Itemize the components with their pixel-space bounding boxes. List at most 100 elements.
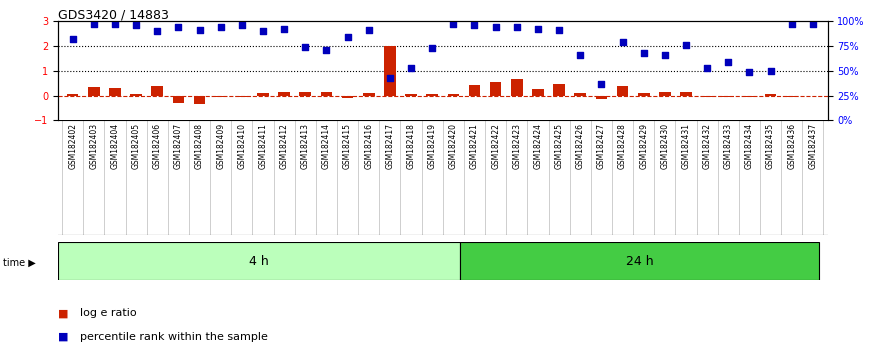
Text: ■: ■: [58, 332, 69, 342]
Point: [171, 24, 185, 30]
Bar: [765, 95, 776, 96]
Text: GSM182431: GSM182431: [682, 123, 691, 169]
Point: [467, 22, 481, 28]
Text: GSM182421: GSM182421: [470, 123, 479, 169]
Text: GSM182435: GSM182435: [766, 123, 775, 169]
Text: GSM182412: GSM182412: [279, 123, 288, 169]
Bar: [554, 84, 565, 96]
Bar: [405, 95, 417, 96]
Bar: [58, 242, 460, 280]
Point: [510, 24, 524, 30]
Bar: [194, 96, 206, 104]
Point: [764, 68, 778, 74]
Bar: [469, 85, 481, 96]
Bar: [320, 92, 332, 96]
Point: [425, 46, 440, 51]
Text: GSM182414: GSM182414: [322, 123, 331, 169]
Bar: [384, 46, 396, 96]
Text: GSM182437: GSM182437: [808, 123, 817, 169]
Point: [256, 28, 271, 34]
Bar: [786, 96, 797, 97]
Bar: [595, 96, 607, 99]
Point: [150, 28, 165, 34]
Point: [573, 52, 587, 57]
Point: [785, 21, 799, 27]
Point: [108, 21, 122, 27]
Text: GSM182422: GSM182422: [491, 123, 500, 169]
Text: GSM182419: GSM182419: [428, 123, 437, 169]
Point: [615, 40, 629, 45]
Bar: [67, 95, 78, 96]
Text: GSM182407: GSM182407: [174, 123, 183, 169]
Text: 4 h: 4 h: [249, 255, 269, 268]
Bar: [279, 92, 290, 96]
Point: [129, 22, 143, 28]
Bar: [680, 92, 692, 96]
Bar: [300, 92, 311, 96]
Text: GSM182415: GSM182415: [344, 123, 352, 169]
Text: GSM182433: GSM182433: [724, 123, 732, 169]
Point: [341, 34, 355, 40]
Bar: [723, 96, 734, 97]
Bar: [88, 87, 100, 96]
Bar: [342, 96, 353, 98]
Point: [404, 65, 418, 71]
Point: [721, 59, 735, 65]
Point: [742, 69, 756, 75]
Bar: [151, 86, 163, 96]
Point: [552, 27, 566, 33]
Text: GSM182434: GSM182434: [745, 123, 754, 169]
Bar: [574, 93, 586, 96]
Bar: [490, 82, 501, 96]
Point: [235, 22, 249, 28]
Text: GSM182405: GSM182405: [132, 123, 141, 169]
Point: [192, 27, 206, 33]
Bar: [701, 96, 713, 97]
Point: [489, 24, 503, 30]
Point: [679, 42, 693, 47]
Text: GSM182417: GSM182417: [385, 123, 394, 169]
Text: GSM182426: GSM182426: [576, 123, 585, 169]
Bar: [173, 96, 184, 103]
Point: [86, 21, 101, 27]
Point: [320, 47, 334, 52]
Point: [277, 26, 291, 32]
Point: [658, 52, 672, 57]
Bar: [532, 89, 544, 96]
Bar: [511, 79, 522, 96]
Point: [361, 27, 376, 33]
Text: GSM182432: GSM182432: [702, 123, 712, 169]
Point: [298, 44, 312, 50]
Text: GSM182420: GSM182420: [449, 123, 457, 169]
Text: GSM182408: GSM182408: [195, 123, 204, 169]
Text: ■: ■: [58, 308, 69, 318]
Point: [383, 75, 397, 81]
Text: time ▶: time ▶: [3, 258, 36, 268]
Bar: [130, 95, 142, 96]
Point: [805, 21, 820, 27]
Point: [530, 26, 545, 32]
Text: GSM182424: GSM182424: [533, 123, 542, 169]
Bar: [109, 88, 121, 96]
Text: GSM182427: GSM182427: [597, 123, 606, 169]
Point: [700, 65, 715, 71]
Text: percentile rank within the sample: percentile rank within the sample: [80, 332, 268, 342]
Bar: [460, 242, 819, 280]
Text: GSM182425: GSM182425: [554, 123, 563, 169]
Point: [636, 51, 651, 56]
Text: GSM182406: GSM182406: [153, 123, 162, 169]
Bar: [236, 96, 247, 97]
Point: [595, 81, 609, 87]
Bar: [214, 96, 227, 97]
Text: GSM182423: GSM182423: [513, 123, 522, 169]
Text: GDS3420 / 14883: GDS3420 / 14883: [58, 9, 169, 22]
Text: GSM182436: GSM182436: [788, 123, 797, 169]
Bar: [638, 93, 650, 96]
Text: GSM182413: GSM182413: [301, 123, 310, 169]
Text: GSM182403: GSM182403: [89, 123, 98, 169]
Text: 24 h: 24 h: [626, 255, 653, 268]
Bar: [363, 93, 375, 96]
Text: GSM182409: GSM182409: [216, 123, 225, 169]
Text: GSM182410: GSM182410: [238, 123, 247, 169]
Text: log e ratio: log e ratio: [80, 308, 137, 318]
